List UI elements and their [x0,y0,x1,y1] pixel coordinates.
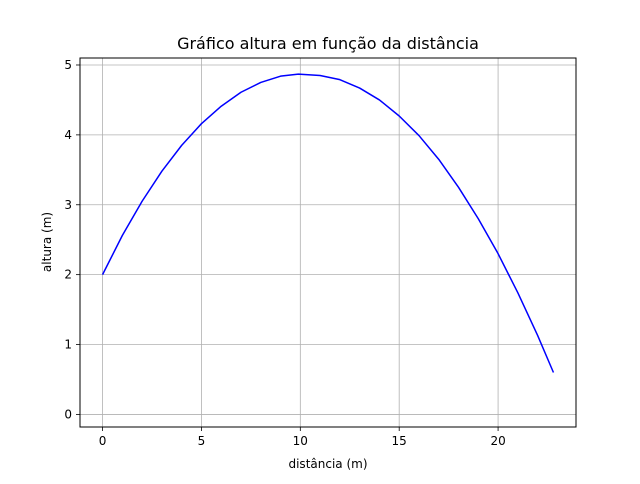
x-tick-label: 0 [99,434,107,448]
plot-area-border [79,57,577,428]
x-tick-label: 5 [198,434,206,448]
y-tick-label: 0 [64,407,72,421]
grid-lines [80,58,576,427]
x-tick-label: 15 [392,434,407,448]
y-axis-label: altura (m) [40,212,54,272]
x-tick-label: 10 [293,434,308,448]
y-tick-label: 1 [64,338,72,352]
y-tick-label: 4 [64,128,72,142]
data-series [101,73,555,373]
y-tick-label: 3 [64,198,72,212]
y-tick-label: 2 [64,268,72,282]
axis-ticks: 0 5 10 15 20 0 1 2 3 4 5 [64,58,505,448]
y-tick-label: 5 [64,58,72,72]
x-axis-label: distância (m) [288,457,367,471]
series-line [101,73,555,373]
chart-title: Gráfico altura em função da distância [177,34,479,53]
x-tick-label: 20 [490,434,505,448]
